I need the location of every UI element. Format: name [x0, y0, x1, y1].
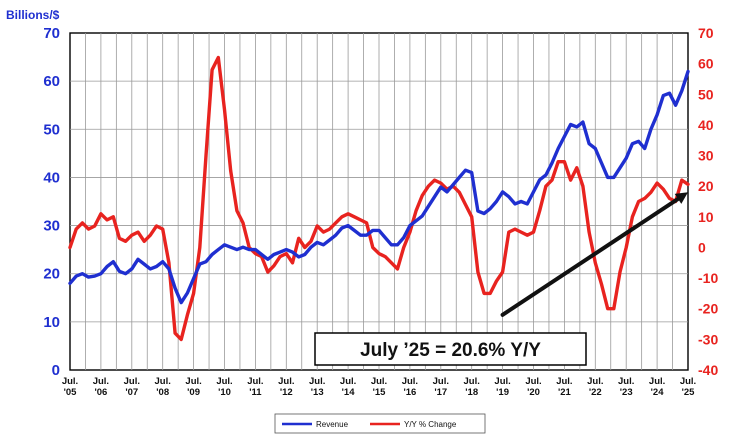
x-tick-label: Jul. '06 [93, 376, 109, 398]
left-tick-label: 50 [43, 121, 60, 138]
x-tick-label: Jul. '21 [556, 376, 572, 398]
x-tick-label: Jul. '25 [680, 376, 696, 398]
right-tick-label: 20 [698, 178, 714, 194]
x-tick-label: Jul. '05 [62, 376, 78, 398]
left-tick-label: 60 [43, 73, 60, 90]
x-tick-label: Jul. '20 [525, 376, 541, 398]
right-axis-ticks: -40 -30 -20 -10 0 10 20 30 40 50 60 70 [698, 25, 718, 378]
x-tick-label: Jul. '15 [371, 376, 387, 398]
x-tick-label: Jul. '19 [494, 376, 510, 398]
x-tick-label: Jul. '24 [649, 376, 665, 398]
left-tick-label: 70 [43, 25, 60, 42]
legend-label-revenue: Revenue [316, 420, 349, 429]
x-axis-ticks: Jul. '05 Jul. '06 Jul. '07 Jul. '08 Jul. '09 Jul. '… [62, 376, 696, 398]
x-tick-label: Jul. '07 [124, 376, 140, 398]
left-tick-label: 30 [43, 218, 60, 235]
right-tick-label: 50 [698, 86, 714, 102]
x-tick-label: Jul. '18 [464, 376, 480, 398]
left-axis-ticks: 0 10 20 30 40 50 60 70 [43, 25, 60, 379]
x-tick-label: Jul. '13 [309, 376, 325, 398]
right-tick-label: -30 [698, 331, 718, 347]
left-axis-title: Billions/$ [6, 8, 60, 22]
left-tick-label: 20 [43, 266, 60, 283]
x-tick-label: Jul. '17 [433, 376, 449, 398]
x-tick-label: Jul. '09 [185, 376, 201, 398]
left-tick-label: 0 [52, 362, 60, 379]
annotation-box [314, 332, 587, 366]
right-tick-label: -10 [698, 270, 718, 286]
left-tick-label: 40 [43, 169, 60, 186]
x-tick-label: Jul. '10 [216, 376, 232, 398]
x-tick-label: Jul. '12 [278, 376, 294, 398]
trend-arrow-head [674, 192, 688, 204]
x-tick-label: Jul. '14 [340, 376, 356, 398]
series-layer [68, 55, 690, 342]
x-tick-label: Jul. '23 [618, 376, 634, 398]
trend-arrow-shaft [500, 196, 680, 317]
legend-label-yoy: Y/Y % Change [404, 420, 457, 429]
trend-arrow [500, 192, 688, 317]
right-tick-label: 70 [698, 25, 714, 41]
revenue-line [68, 69, 690, 305]
x-tick-label: Jul. '22 [587, 376, 603, 398]
right-tick-label: 30 [698, 148, 714, 164]
x-tick-label: Jul. '16 [402, 376, 418, 398]
right-tick-label: 40 [698, 117, 714, 133]
right-tick-label: 60 [698, 56, 714, 72]
x-tick-label: Jul. '08 [155, 376, 171, 398]
yoy-change-line [68, 55, 690, 342]
right-tick-label: -20 [698, 301, 718, 317]
right-tick-label: 10 [698, 209, 714, 225]
annotation-text: July ’25 = 20.6% Y/Y [360, 340, 541, 361]
right-tick-label: 0 [698, 239, 706, 255]
left-tick-label: 10 [43, 314, 60, 331]
right-tick-label: -40 [698, 362, 718, 378]
grid-lines [70, 33, 688, 370]
x-tick-label: Jul. '11 [247, 376, 263, 398]
